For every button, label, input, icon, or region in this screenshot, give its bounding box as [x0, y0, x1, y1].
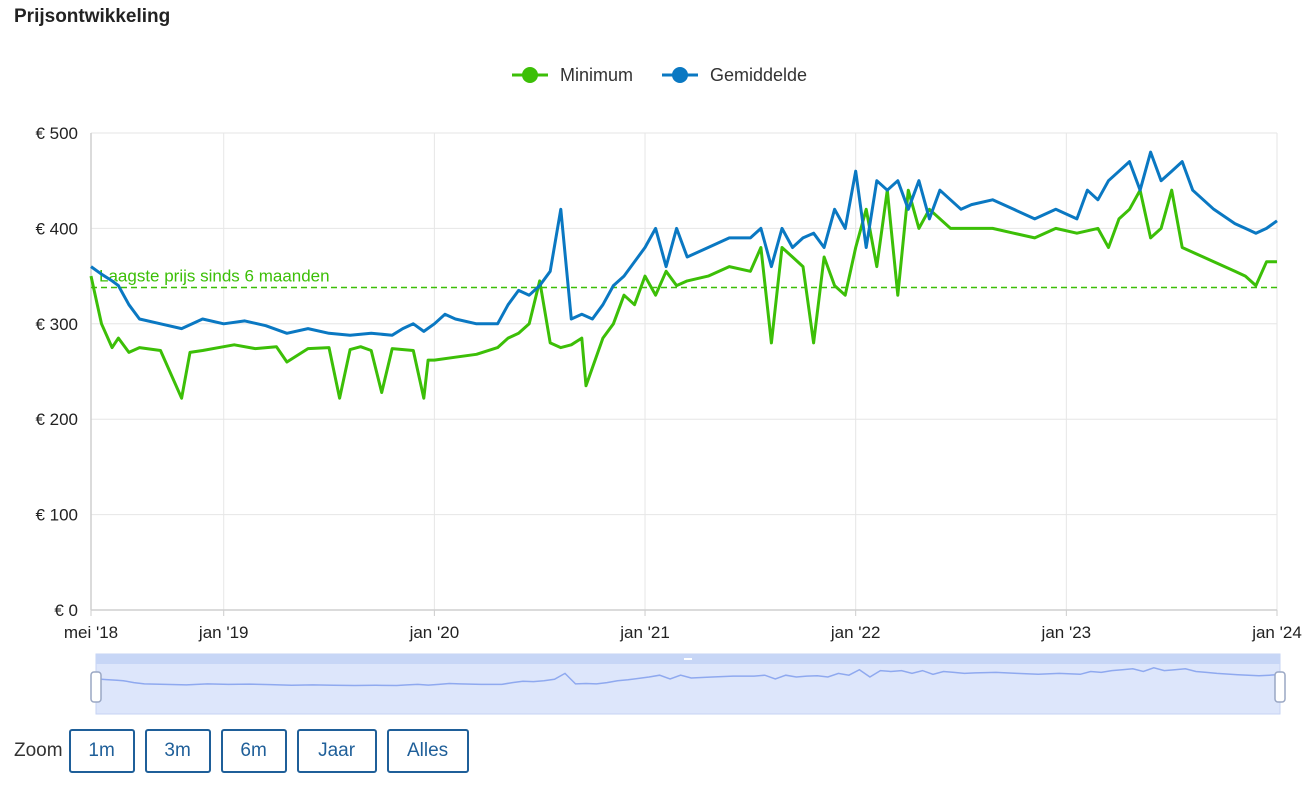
y-tick-label: € 100: [35, 506, 78, 525]
legend-marker: [672, 67, 688, 83]
legend-label: Minimum: [560, 65, 633, 85]
legend: Minimum Gemiddelde: [512, 65, 807, 85]
navigator-left-handle[interactable]: [90, 671, 102, 703]
x-tick-label: jan '22: [830, 623, 881, 642]
legend-marker: [522, 67, 538, 83]
series-line-gemiddelde: [90, 150, 1278, 337]
navigator-right-handle[interactable]: [1274, 671, 1286, 703]
series-line-minimum: [89, 188, 1277, 400]
zoom-all-button[interactable]: Alles: [386, 729, 469, 773]
legend-item-minimum[interactable]: Minimum: [512, 65, 633, 85]
x-tick-label: jan '20: [409, 623, 460, 642]
reference-line-label: Laagste prijs sinds 6 maanden: [99, 267, 330, 286]
y-tick-label: € 400: [35, 219, 78, 238]
zoom-bar: Zoom 1m 3m 6m Jaar Alles: [14, 727, 479, 775]
x-axis: mei '18 jan '19 jan '20 jan '21 jan '22 jan '…: [64, 609, 1302, 642]
x-tick-label: jan '24: [1251, 623, 1302, 642]
reference-line: Laagste prijs sinds 6 maanden: [91, 267, 1277, 289]
zoom-year-button[interactable]: Jaar: [296, 729, 377, 773]
y-tick-label: € 300: [35, 315, 78, 334]
zoom-3m-button[interactable]: 3m: [144, 729, 211, 773]
navigator-series-line: [95, 667, 1281, 687]
x-tick-label: jan '19: [198, 623, 249, 642]
y-tick-label: € 0: [54, 601, 78, 620]
x-tick-label: mei '18: [64, 623, 118, 642]
zoom-6m-button[interactable]: 6m: [220, 729, 287, 773]
series-group: [89, 150, 1278, 400]
price-chart: Minimum Gemiddelde € 0 € 100 € 200 € 300 € 40…: [35, 65, 1302, 715]
y-axis: € 0 € 100 € 200 € 300 € 400 € 500: [35, 124, 92, 620]
y-tick-label: € 200: [35, 410, 78, 429]
legend-label: Gemiddelde: [710, 65, 807, 85]
y-tick-label: € 500: [35, 124, 78, 143]
page-title: Prijsontwikkeling: [14, 6, 171, 27]
navigator: [90, 653, 1286, 715]
legend-item-gemiddelde[interactable]: Gemiddelde: [662, 65, 807, 85]
zoom-1m-button[interactable]: 1m: [68, 729, 135, 773]
x-tick-label: jan '23: [1041, 623, 1092, 642]
grid: [90, 132, 1278, 611]
zoom-label: Zoom: [14, 740, 63, 761]
x-tick-label: jan '21: [619, 623, 670, 642]
